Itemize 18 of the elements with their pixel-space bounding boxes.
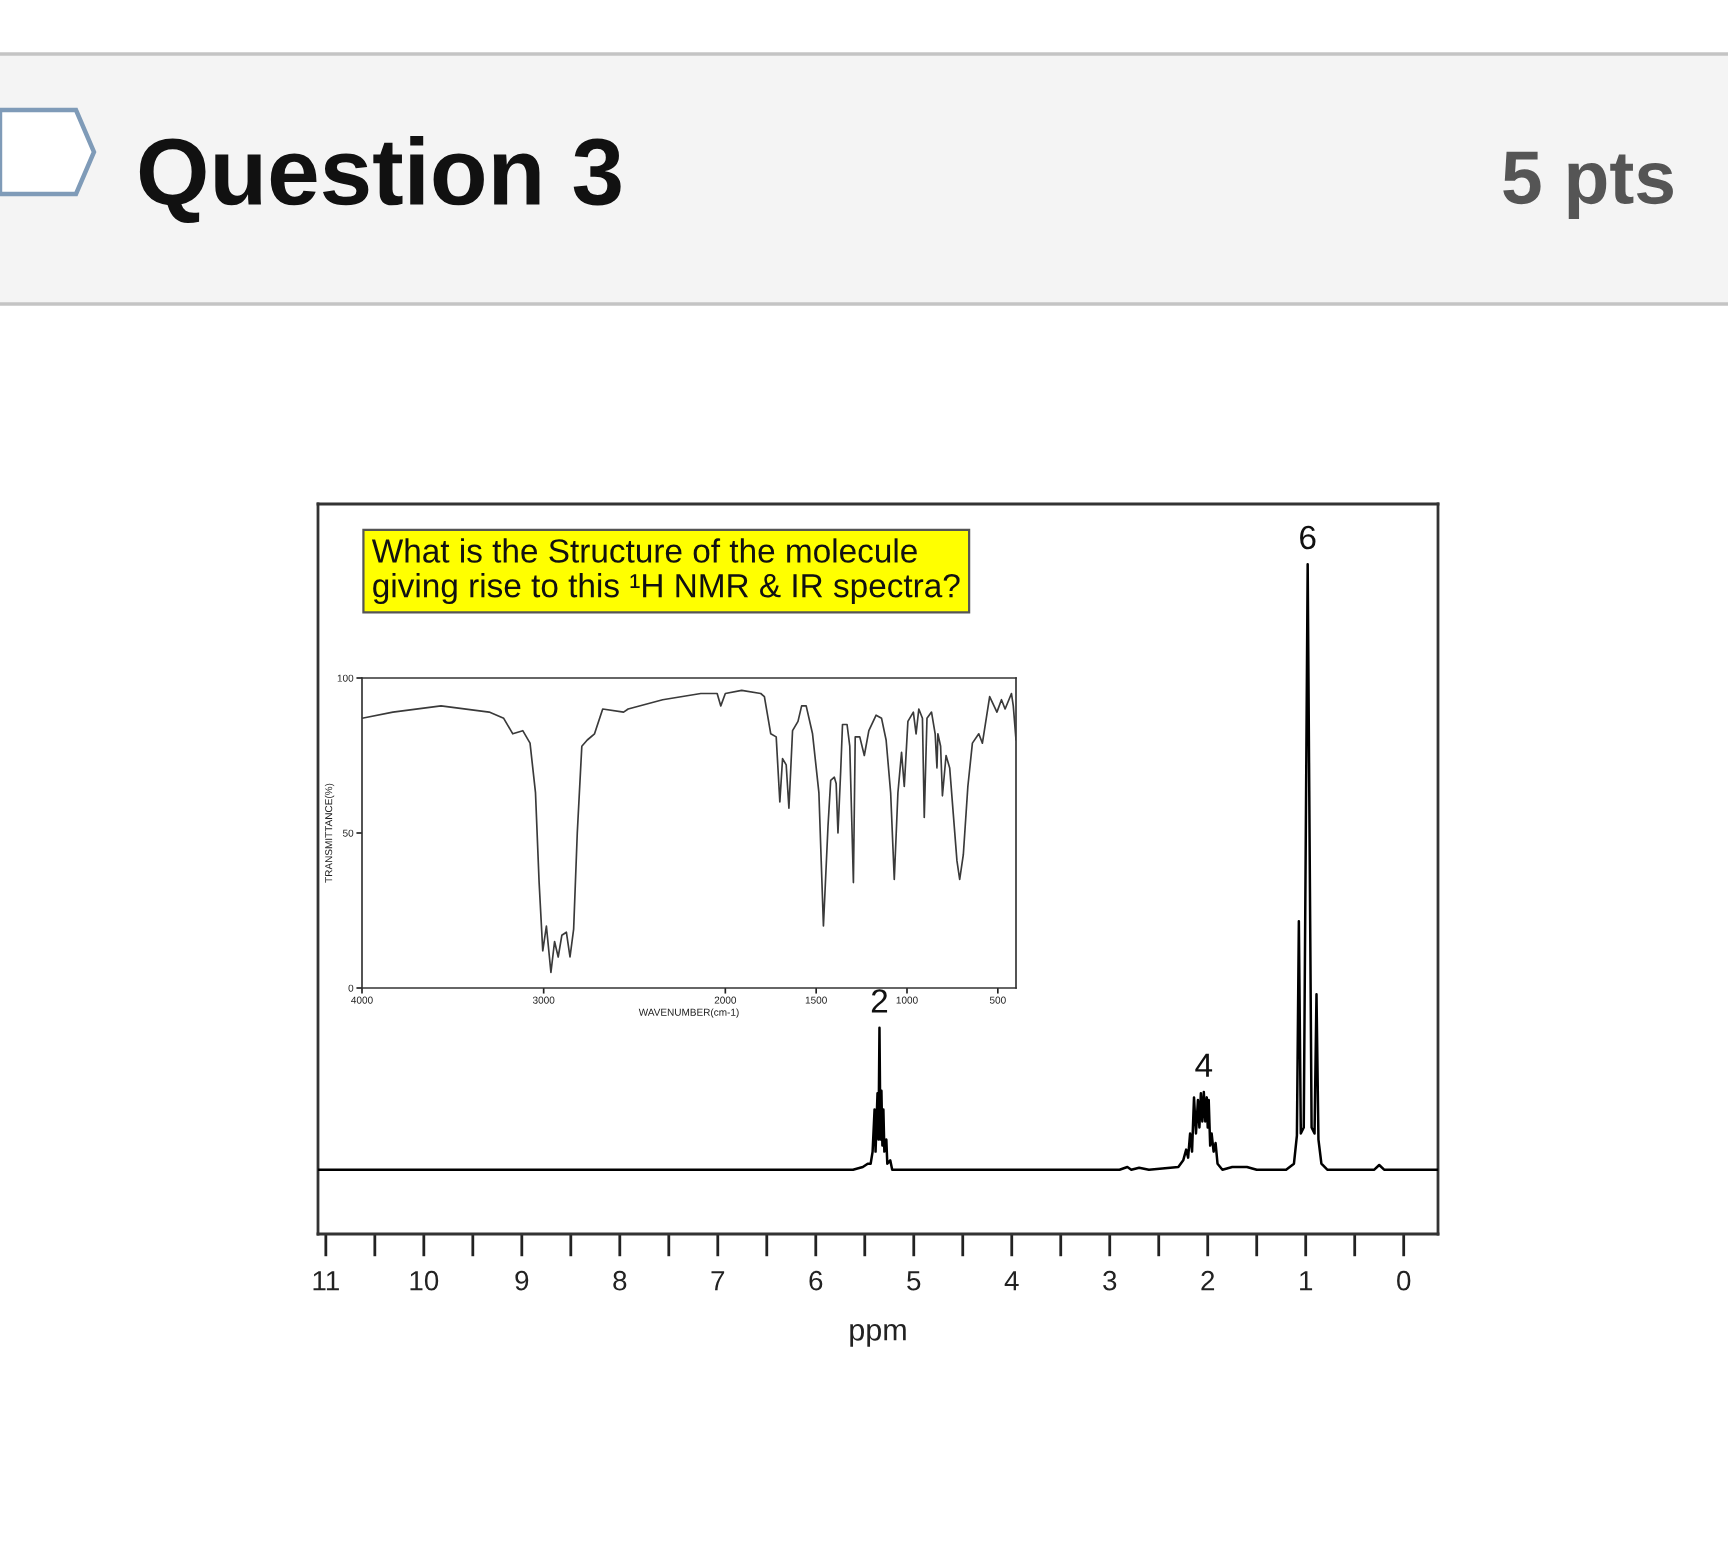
x-tick-label: 4 [1004, 1271, 1019, 1291]
chart-title: Question 3 [139, 135, 621, 223]
x-tick-label: 2 [1201, 1270, 1215, 1291]
x-tick-label: 6 [809, 1270, 823, 1291]
x-tick-label: 9 [515, 1270, 529, 1291]
x-tick-label: 5 [907, 1271, 921, 1291]
x-tick-label: 1 [1300, 1271, 1313, 1291]
annotation: What is the Structure of the molecule giving rise to this ¹H NMR & IR spectra? [371, 538, 960, 605]
annotation: 4 [1195, 1053, 1213, 1077]
x-tick-label: 8 [613, 1270, 627, 1291]
x-tick-label: 3 [1103, 1270, 1117, 1291]
x-tick-label: 0 [1397, 1270, 1411, 1291]
x-axis-title: ppm [850, 1323, 906, 1347]
x-tick-label: 7 [711, 1271, 725, 1291]
x-tick-label: 10 [410, 1270, 439, 1291]
x-tick-label: 11 [313, 1271, 339, 1291]
text: 5 pts [1503, 151, 1673, 219]
annotation: 6 [1300, 525, 1316, 550]
